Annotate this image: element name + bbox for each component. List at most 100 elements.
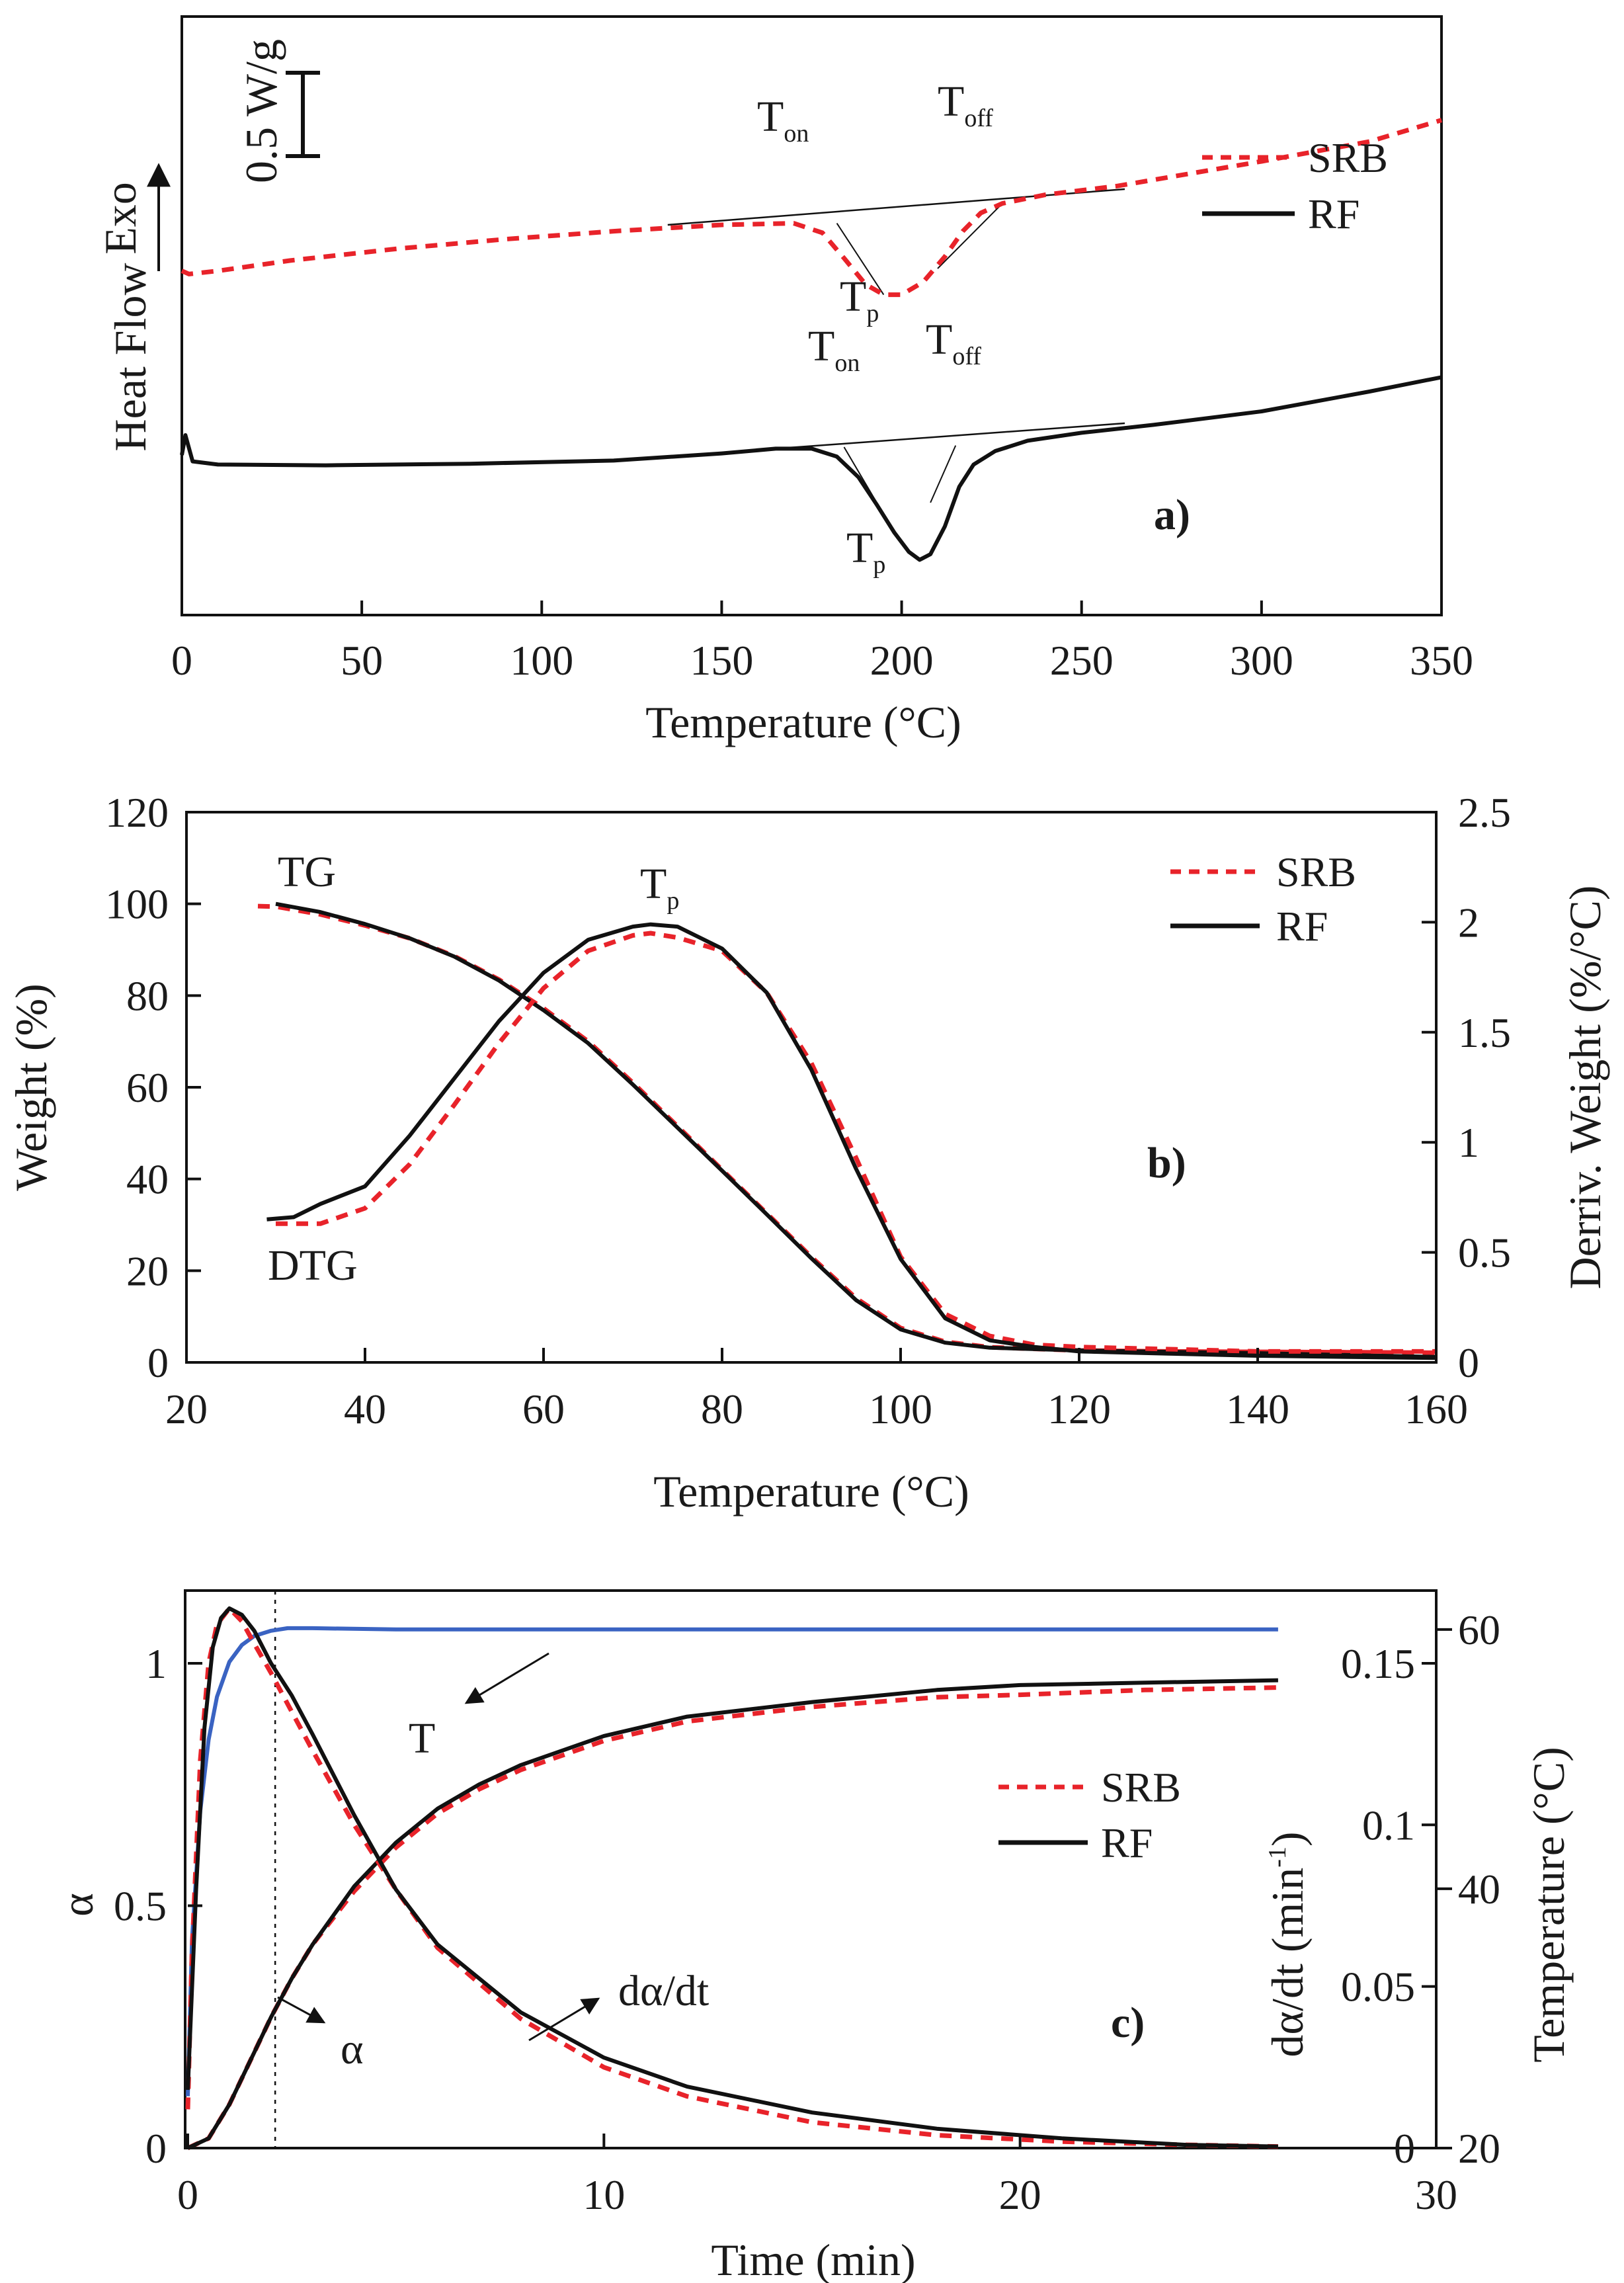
panel-c-ylabel-right2: Temperature (°C) <box>1523 1747 1574 2062</box>
curve-srb-dtg <box>276 931 1436 1354</box>
panel-b-frame <box>185 811 1438 1364</box>
panel-a-x-tick-label: 350 <box>1410 637 1473 684</box>
legend-label-srb-c: SRB <box>1101 1764 1181 1811</box>
panel-b-x-tick-label: 60 <box>522 1386 565 1432</box>
curve-srb-tg <box>257 903 1437 1355</box>
panel-b-series <box>257 901 1437 1360</box>
panel-b-ylabel: Weight (%) <box>6 983 56 1191</box>
panel-b-x-tick-label: 140 <box>1226 1386 1289 1432</box>
label-t-p-srb: Tp <box>840 272 879 327</box>
panel-b-y-tick-label: 100 <box>105 881 169 928</box>
panel-b-y-right-tick-label: 1 <box>1458 1119 1479 1166</box>
scale-bar-label: 0.5 W/g <box>236 39 286 183</box>
panel-c-y-right-tick-label: 0 <box>1394 2125 1415 2172</box>
panel-b-x-tick-label: 80 <box>701 1386 743 1432</box>
legend-label-srb: SRB <box>1308 134 1388 181</box>
panel-c-xlabel: Time (min) <box>711 2235 915 2283</box>
curve-rf-heatflow <box>180 375 1442 562</box>
panel-b-y-tick-label: 120 <box>105 789 169 836</box>
panel-b: 20 40 60 80 100 120 140 16002040608010012000.51… <box>6 789 1610 1516</box>
panel-b-y-tick-label: 20 <box>126 1247 169 1294</box>
panel-b-x-tick-label: 160 <box>1404 1386 1468 1432</box>
panel-b-y-tick-label: 80 <box>126 972 169 1019</box>
label-t-on-rf: Ton <box>808 322 860 377</box>
onset-tangent-srb-0 <box>836 223 885 296</box>
panel-a-x-tick-label: 0 <box>171 637 192 684</box>
panel-b-label: b) <box>1147 1139 1186 1187</box>
panel-b-x-tick-label: 100 <box>869 1386 932 1432</box>
panel-c-y-right2-tick-label: 40 <box>1458 1866 1500 1913</box>
panel-b-x-tick-label: 120 <box>1047 1386 1111 1432</box>
panel-b-y-right-tick-label: 1.5 <box>1458 1009 1511 1056</box>
panel-b-ticks: 20 40 60 80 100 120 140 16002040608010012000.51… <box>105 789 1511 1432</box>
onset-tangent-rf-1 <box>930 445 957 503</box>
panel-a: 0 50 100 150 200 250 300 350 0.5 W/g Heat Flow … <box>95 15 1473 747</box>
panel-a-ylabel: Heat Flow <box>105 263 155 451</box>
panel-b-x-tick-label: 20 <box>165 1386 208 1432</box>
panel-c-y-tick-label: 0.5 <box>114 1882 167 1929</box>
curve-rf-alpha <box>186 1678 1278 2150</box>
label-alpha: α <box>341 2025 364 2073</box>
onset-tangent-srb-1 <box>937 202 1003 269</box>
panel-b-y-right-tick-label: 2 <box>1458 899 1479 946</box>
label-dtg: DTG <box>268 1241 358 1290</box>
panel-b-x-tick-label: 40 <box>344 1386 386 1432</box>
panel-a-label: a) <box>1154 491 1190 539</box>
label-t-off-rf: Toff <box>926 315 981 370</box>
label-t-on-srb: Ton <box>757 93 809 147</box>
baseline-tangent-1 <box>775 422 1125 450</box>
panel-b-xlabel: Temperature (°C) <box>653 1466 969 1516</box>
legend-label-rf: RF <box>1308 190 1360 237</box>
label-dadt: dα/dt <box>618 1967 709 2015</box>
panel-a-series <box>180 118 1442 562</box>
panel-a-x-tick-label: 50 <box>341 637 383 684</box>
panel-c-label: c) <box>1111 1999 1145 2047</box>
panel-c-y-tick-label: 0 <box>145 2125 167 2172</box>
panel-a-x-ticks: 0 50 100 150 200 250 300 350 <box>171 601 1473 684</box>
panel-c-x-tick-label: 30 <box>1415 2171 1457 2218</box>
panel-a-x-tick-label: 200 <box>870 637 934 684</box>
panel-c-x-tick-label: 20 <box>999 2171 1041 2218</box>
label-t-p-rf: Tp <box>846 524 885 579</box>
legend-label-rf-b: RF <box>1276 903 1328 950</box>
panel-b-ylabel-right: Derriv. Weight (%/°C) <box>1560 886 1610 1290</box>
curve-srb-heatflow <box>181 118 1442 298</box>
panel-a-x-tick-label: 250 <box>1050 637 1114 684</box>
curve-rf-dadt <box>186 1606 1278 2149</box>
arrow-dadt <box>528 1997 600 2042</box>
label-tg: TG <box>278 848 336 896</box>
panel-c-x-tick-label: 0 <box>177 2171 198 2218</box>
panel-b-y-right-tick-label: 0 <box>1458 1339 1479 1386</box>
arrow-t <box>464 1652 549 1704</box>
curve-rf-dtg <box>266 922 1437 1360</box>
label-t-c: T <box>409 1714 435 1763</box>
legend-label-rf-c: RF <box>1101 1819 1153 1866</box>
panel-b-y-tick-label: 0 <box>147 1339 169 1386</box>
panel-c-ylabel-right: dα/dt (min-1) <box>1262 1831 1313 2057</box>
panel-b-y-right-tick-label: 2.5 <box>1458 789 1511 836</box>
exo-label: Exo <box>95 182 145 255</box>
label-t-p-b: Tp <box>640 860 679 915</box>
panel-c-y-right2-tick-label: 60 <box>1458 1606 1500 1653</box>
panel-a-x-tick-label: 150 <box>690 637 753 684</box>
label-t-off-srb: Toff <box>938 77 993 132</box>
panel-c-y-right-tick-label: 0.1 <box>1362 1802 1415 1848</box>
legend-label-srb-b: SRB <box>1276 849 1356 895</box>
panel-c-y-tick-label: 1 <box>145 1640 167 1687</box>
panel-a-xlabel: Temperature (°C) <box>645 697 961 747</box>
panel-c-series <box>185 1591 1278 2151</box>
panel-c-y-right-tick-label: 0.15 <box>1341 1640 1415 1687</box>
panel-a-frame <box>181 15 1443 616</box>
panel-b-y-tick-label: 40 <box>126 1156 169 1203</box>
arrow-alpha <box>277 1996 326 2024</box>
panel-a-x-tick-label: 300 <box>1230 637 1293 684</box>
curve-rf-tg <box>275 901 1437 1359</box>
panel-c-ylabel: α <box>52 1893 102 1917</box>
panel-c-y-right-tick-label: 0.05 <box>1341 1964 1415 2011</box>
panel-b-y-tick-label: 60 <box>126 1064 169 1111</box>
panel-a-x-tick-label: 100 <box>510 637 573 684</box>
panel-c-x-tick-label: 10 <box>583 2171 625 2218</box>
